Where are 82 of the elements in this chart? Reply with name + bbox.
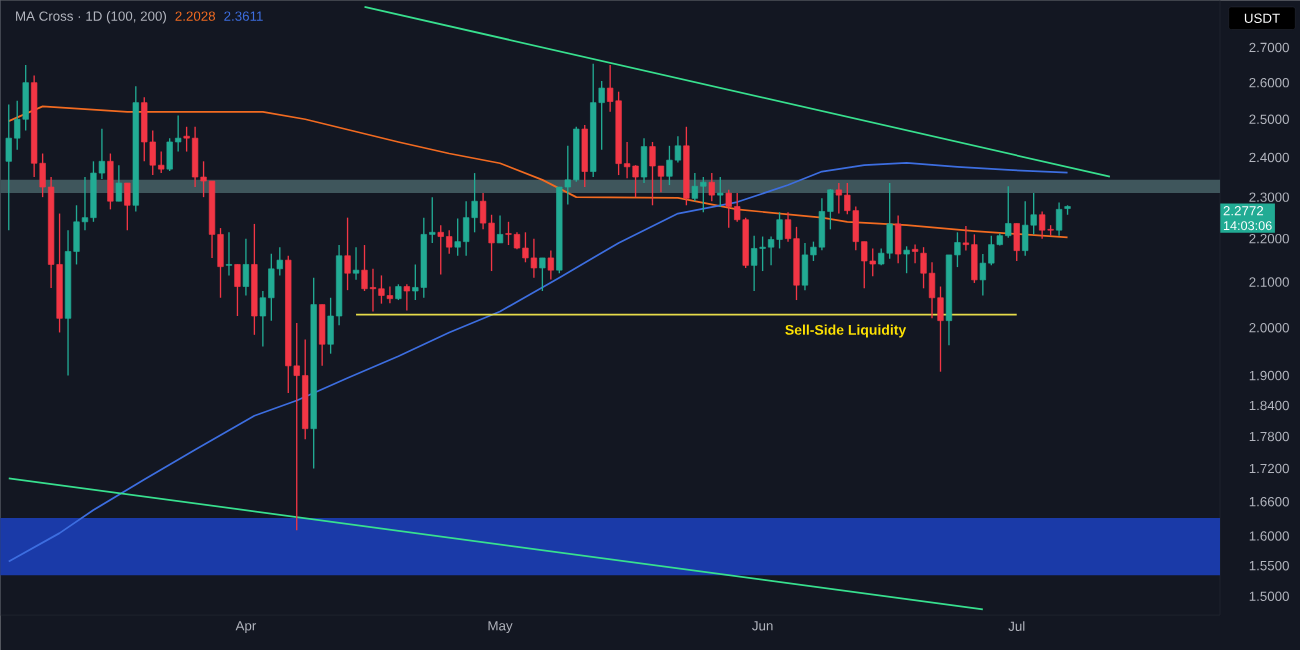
candlestick xyxy=(496,214,504,244)
y-tick-label: 1.5500 xyxy=(1249,560,1289,571)
y-tick-label: 1.6000 xyxy=(1249,531,1289,541)
candlestick xyxy=(1005,185,1012,239)
candlestick xyxy=(361,244,368,292)
candlestick xyxy=(1030,192,1037,236)
candlestick xyxy=(175,114,182,153)
y-tick-label: 1.9000 xyxy=(1249,370,1289,381)
candlestick xyxy=(547,249,554,281)
candlestick xyxy=(810,240,817,262)
candlestick xyxy=(979,253,986,297)
x-tick-label: Apr xyxy=(235,621,257,634)
x-tick-label: Jun xyxy=(752,621,773,631)
text: 14:03:06 xyxy=(1223,221,1272,231)
candlestick xyxy=(14,100,21,151)
text: MA Cross · 1D (100, 200) xyxy=(16,10,167,24)
y-tick-label: 2.4000 xyxy=(1249,152,1289,163)
y-tick-label: 2.6000 xyxy=(1249,77,1289,88)
text: 2.3611 xyxy=(224,11,263,21)
candlestick xyxy=(903,245,910,274)
candlestick xyxy=(776,211,783,250)
candlestick xyxy=(835,182,842,215)
x-tick-label: May xyxy=(488,621,513,634)
candlestick xyxy=(734,192,741,223)
candlestick xyxy=(937,285,944,373)
candlestick xyxy=(412,263,419,301)
candlestick xyxy=(751,234,758,292)
y-tick-label: 2.0000 xyxy=(1249,322,1289,333)
candlestick xyxy=(539,257,546,292)
y-tick-label: 2.2000 xyxy=(1249,233,1289,244)
candlestick xyxy=(657,165,665,193)
candlestick xyxy=(344,216,351,291)
candlestick xyxy=(725,189,732,229)
x-tick-label: Jul xyxy=(1008,621,1025,631)
candlestick xyxy=(920,246,927,289)
candlestick xyxy=(827,188,834,230)
candlestick xyxy=(1055,201,1063,237)
candlestick xyxy=(700,176,707,213)
candlestick xyxy=(505,221,512,246)
candlestick xyxy=(259,290,266,348)
candlestick xyxy=(454,217,461,257)
candlestick xyxy=(691,172,698,202)
y-tick-label: 1.8400 xyxy=(1249,400,1289,411)
candlestick xyxy=(81,176,89,231)
candlestick xyxy=(437,224,444,276)
candlestick xyxy=(446,229,453,255)
candlestick xyxy=(767,235,775,266)
y-tick-label: 1.5000 xyxy=(1249,591,1289,601)
candlestick xyxy=(234,263,241,317)
candlestick xyxy=(5,103,12,231)
text: USDT xyxy=(1244,13,1280,23)
candlestick xyxy=(844,182,851,215)
y-tick-label: 2.5000 xyxy=(1249,114,1289,124)
candlestick xyxy=(962,225,970,252)
candlestick xyxy=(124,182,131,231)
annotation: Sell-Side Liquidity xyxy=(785,324,907,338)
line-series xyxy=(7,105,1069,239)
candlestick xyxy=(954,231,961,268)
candlestick xyxy=(183,126,190,153)
candlestick xyxy=(911,243,919,264)
candlestick xyxy=(717,176,724,208)
candlestick xyxy=(649,141,656,206)
line-series xyxy=(7,161,1069,563)
candlestick xyxy=(115,164,122,202)
y-tick-label: 1.7800 xyxy=(1249,431,1289,442)
y-tick-label: 2.1000 xyxy=(1249,277,1289,287)
y-tick-label: 2.3000 xyxy=(1249,192,1289,202)
candlestick xyxy=(225,231,233,277)
text: 2.2772 xyxy=(1223,206,1264,216)
y-tick-label: 1.7200 xyxy=(1249,463,1289,474)
candlestick xyxy=(158,150,165,174)
candlestick xyxy=(242,237,250,297)
y-tick-label: 2.7000 xyxy=(1249,42,1289,53)
candlestick xyxy=(403,283,410,312)
candlestick xyxy=(369,268,377,313)
candlestick xyxy=(784,211,792,243)
candlestick xyxy=(429,196,436,244)
text: 2.2028 xyxy=(175,11,216,21)
candlestick xyxy=(759,235,766,272)
y-tick-label: 1.6600 xyxy=(1249,496,1289,507)
candlestick xyxy=(708,172,715,202)
candlestick xyxy=(352,246,360,281)
